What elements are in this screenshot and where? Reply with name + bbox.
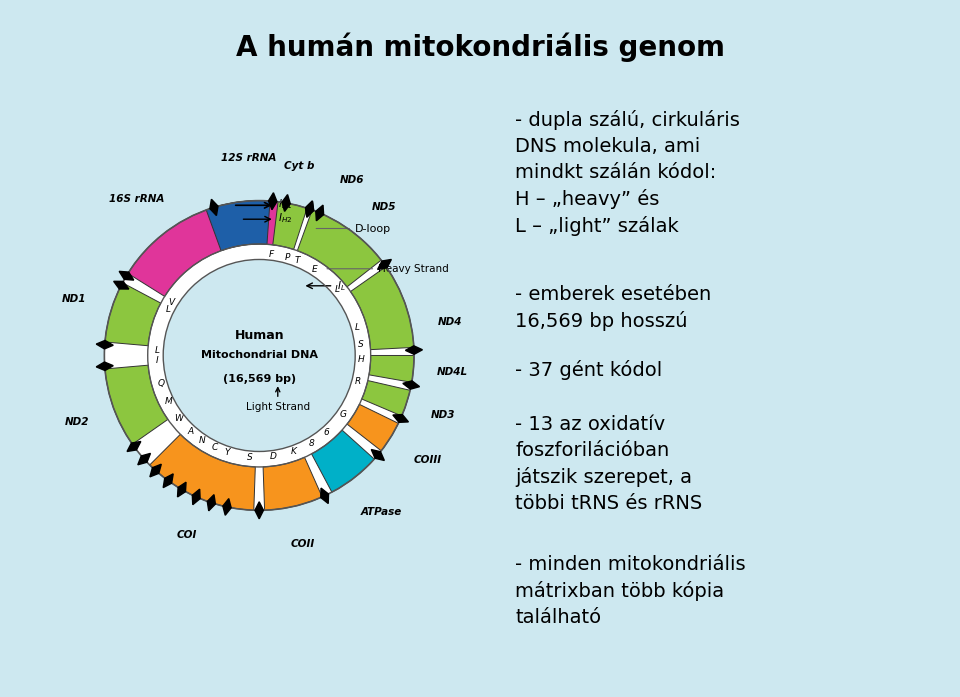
Text: - dupla szálú, cirkuláris
DNS molekula, ami
mindkt szálán kódol:
H – „heavy” és
: - dupla szálú, cirkuláris DNS molekula, … xyxy=(515,110,740,236)
Polygon shape xyxy=(321,488,328,503)
Text: S: S xyxy=(248,453,253,462)
Polygon shape xyxy=(96,362,113,371)
Wedge shape xyxy=(263,457,323,510)
Wedge shape xyxy=(348,404,398,451)
Text: N: N xyxy=(199,436,205,445)
Polygon shape xyxy=(178,482,186,497)
Wedge shape xyxy=(105,283,160,346)
Polygon shape xyxy=(119,271,133,280)
Text: Mitochondrial DNA: Mitochondrial DNA xyxy=(201,351,318,360)
Wedge shape xyxy=(105,365,168,444)
Text: G: G xyxy=(340,410,347,419)
Text: T: T xyxy=(295,256,300,266)
Text: V: V xyxy=(169,298,175,307)
Text: COII: COII xyxy=(291,539,315,549)
Text: Human: Human xyxy=(234,329,284,342)
Polygon shape xyxy=(207,495,215,511)
Text: D-loop: D-loop xyxy=(355,224,392,233)
Text: A: A xyxy=(188,427,194,436)
Text: I: I xyxy=(156,356,158,365)
Polygon shape xyxy=(405,346,422,354)
Polygon shape xyxy=(282,194,290,211)
Text: - 13 az oxidatív
foszforilációban
játszik szerepet, a
többi tRNS és rRNS: - 13 az oxidatív foszforilációban játszi… xyxy=(515,415,703,513)
Text: Heavy Strand: Heavy Strand xyxy=(378,263,449,274)
Wedge shape xyxy=(219,201,280,248)
Text: E: E xyxy=(312,266,318,274)
Polygon shape xyxy=(255,502,263,519)
Polygon shape xyxy=(393,415,408,422)
Text: ND4: ND4 xyxy=(438,317,462,327)
Polygon shape xyxy=(305,201,314,217)
Text: S: S xyxy=(358,340,364,349)
Text: ND4L: ND4L xyxy=(437,367,468,377)
Text: ND6: ND6 xyxy=(340,176,365,185)
Wedge shape xyxy=(150,434,255,510)
Text: - 37 gént kódol: - 37 gént kódol xyxy=(515,360,662,380)
Polygon shape xyxy=(150,464,161,477)
Polygon shape xyxy=(377,259,392,270)
Polygon shape xyxy=(163,474,173,488)
Polygon shape xyxy=(403,381,420,389)
Wedge shape xyxy=(128,208,225,296)
Text: L: L xyxy=(166,305,171,314)
Wedge shape xyxy=(206,201,270,251)
Text: ND3: ND3 xyxy=(431,411,456,420)
Text: L: L xyxy=(355,323,360,332)
Wedge shape xyxy=(362,381,410,416)
Wedge shape xyxy=(298,210,381,287)
Text: F: F xyxy=(269,250,275,259)
Polygon shape xyxy=(192,489,200,505)
Text: (16,569 bp): (16,569 bp) xyxy=(223,374,296,383)
Polygon shape xyxy=(269,193,276,210)
Text: $\it{I}_{H2}$: $\it{I}_{H2}$ xyxy=(277,210,292,224)
Text: COI: COI xyxy=(177,530,197,540)
Text: Cyt b: Cyt b xyxy=(284,161,315,171)
Text: Y: Y xyxy=(225,448,230,457)
Text: ND5: ND5 xyxy=(372,202,396,212)
Wedge shape xyxy=(273,202,307,250)
Text: R: R xyxy=(355,377,361,386)
Text: ATPase: ATPase xyxy=(361,507,402,516)
Polygon shape xyxy=(316,205,324,221)
Polygon shape xyxy=(305,201,314,217)
Text: C: C xyxy=(211,443,218,452)
Polygon shape xyxy=(223,498,231,515)
Polygon shape xyxy=(113,282,129,289)
Text: 8: 8 xyxy=(309,438,315,447)
Text: K: K xyxy=(291,447,297,456)
Wedge shape xyxy=(350,267,414,350)
Text: H: H xyxy=(358,355,365,364)
Text: ND1: ND1 xyxy=(61,294,86,304)
Text: 6: 6 xyxy=(324,428,329,437)
Text: Q: Q xyxy=(157,379,164,388)
Polygon shape xyxy=(127,441,141,452)
Polygon shape xyxy=(372,450,384,461)
Text: - emberek esetében
16,569 bp hosszú: - emberek esetében 16,569 bp hosszú xyxy=(515,285,711,331)
Text: 12S rRNA: 12S rRNA xyxy=(221,153,276,162)
Text: $\it{I}_{L}$: $\it{I}_{L}$ xyxy=(337,279,346,293)
Text: D: D xyxy=(270,452,276,461)
Polygon shape xyxy=(210,199,218,215)
Text: L: L xyxy=(155,346,159,355)
Polygon shape xyxy=(138,453,151,465)
Wedge shape xyxy=(105,201,414,510)
Text: $\it{I}_{H1}$: $\it{I}_{H1}$ xyxy=(277,197,292,210)
Polygon shape xyxy=(96,340,113,349)
Text: - minden mitokondriális
mátrixban több kópia
található: - minden mitokondriális mátrixban több k… xyxy=(515,555,746,627)
Text: L: L xyxy=(335,285,340,294)
Wedge shape xyxy=(369,355,414,383)
Text: Light Strand: Light Strand xyxy=(246,388,310,412)
Text: P: P xyxy=(285,253,290,262)
Text: COIII: COIII xyxy=(413,456,442,466)
Text: W: W xyxy=(174,414,183,423)
Text: A humán mitokondriális genom: A humán mitokondriális genom xyxy=(235,32,725,61)
Text: M: M xyxy=(164,397,172,406)
Text: ND2: ND2 xyxy=(65,417,89,427)
Wedge shape xyxy=(312,430,374,492)
Text: 16S rRNA: 16S rRNA xyxy=(109,194,165,204)
